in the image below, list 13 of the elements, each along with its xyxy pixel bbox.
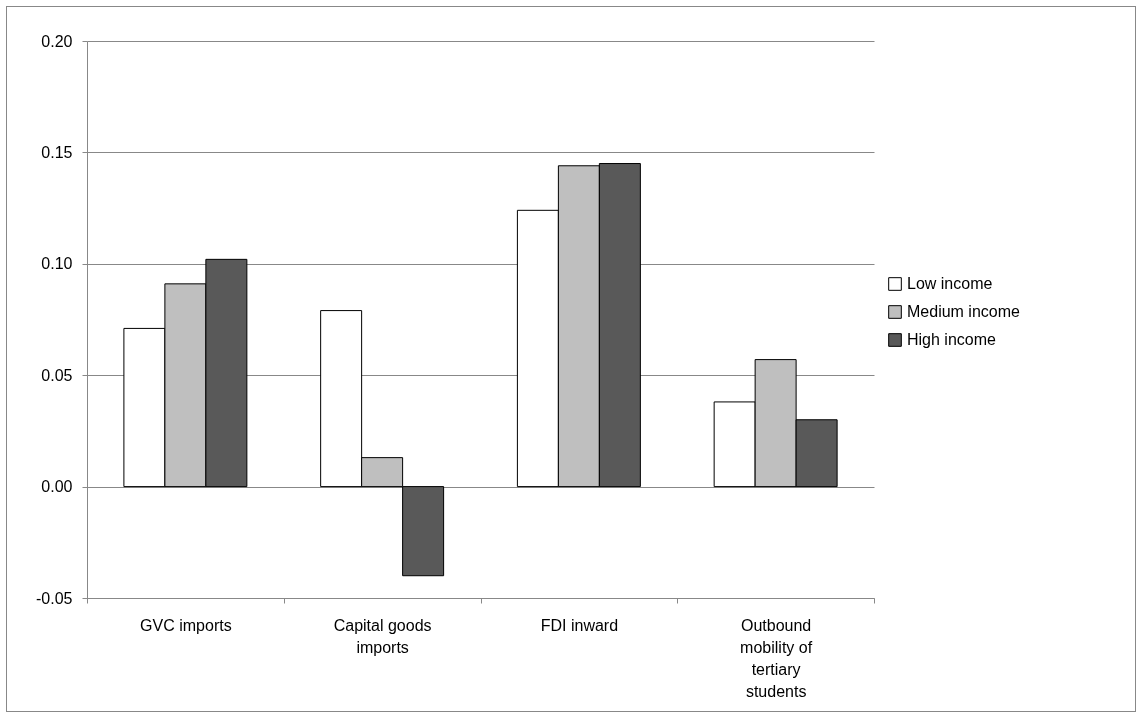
y-tick-label: 0.20 xyxy=(41,32,73,50)
y-tick-label: 0.15 xyxy=(41,143,73,161)
y-tick-label: 0.10 xyxy=(41,255,73,273)
legend-label: Low income xyxy=(907,275,993,292)
y-tick-label: -0.05 xyxy=(36,589,73,607)
legend-label: Medium income xyxy=(907,303,1021,320)
y-tick-label: 0.00 xyxy=(41,478,73,496)
x-tick-label: Capital goods imports xyxy=(333,616,432,656)
x-tick-label: Outbound mobility of tertiary students xyxy=(740,616,813,700)
legend-label: High income xyxy=(907,331,997,348)
x-tick-label: GVC imports xyxy=(140,616,232,634)
x-tick-label: FDI inward xyxy=(540,616,619,634)
y-tick-label: 0.05 xyxy=(41,366,73,384)
